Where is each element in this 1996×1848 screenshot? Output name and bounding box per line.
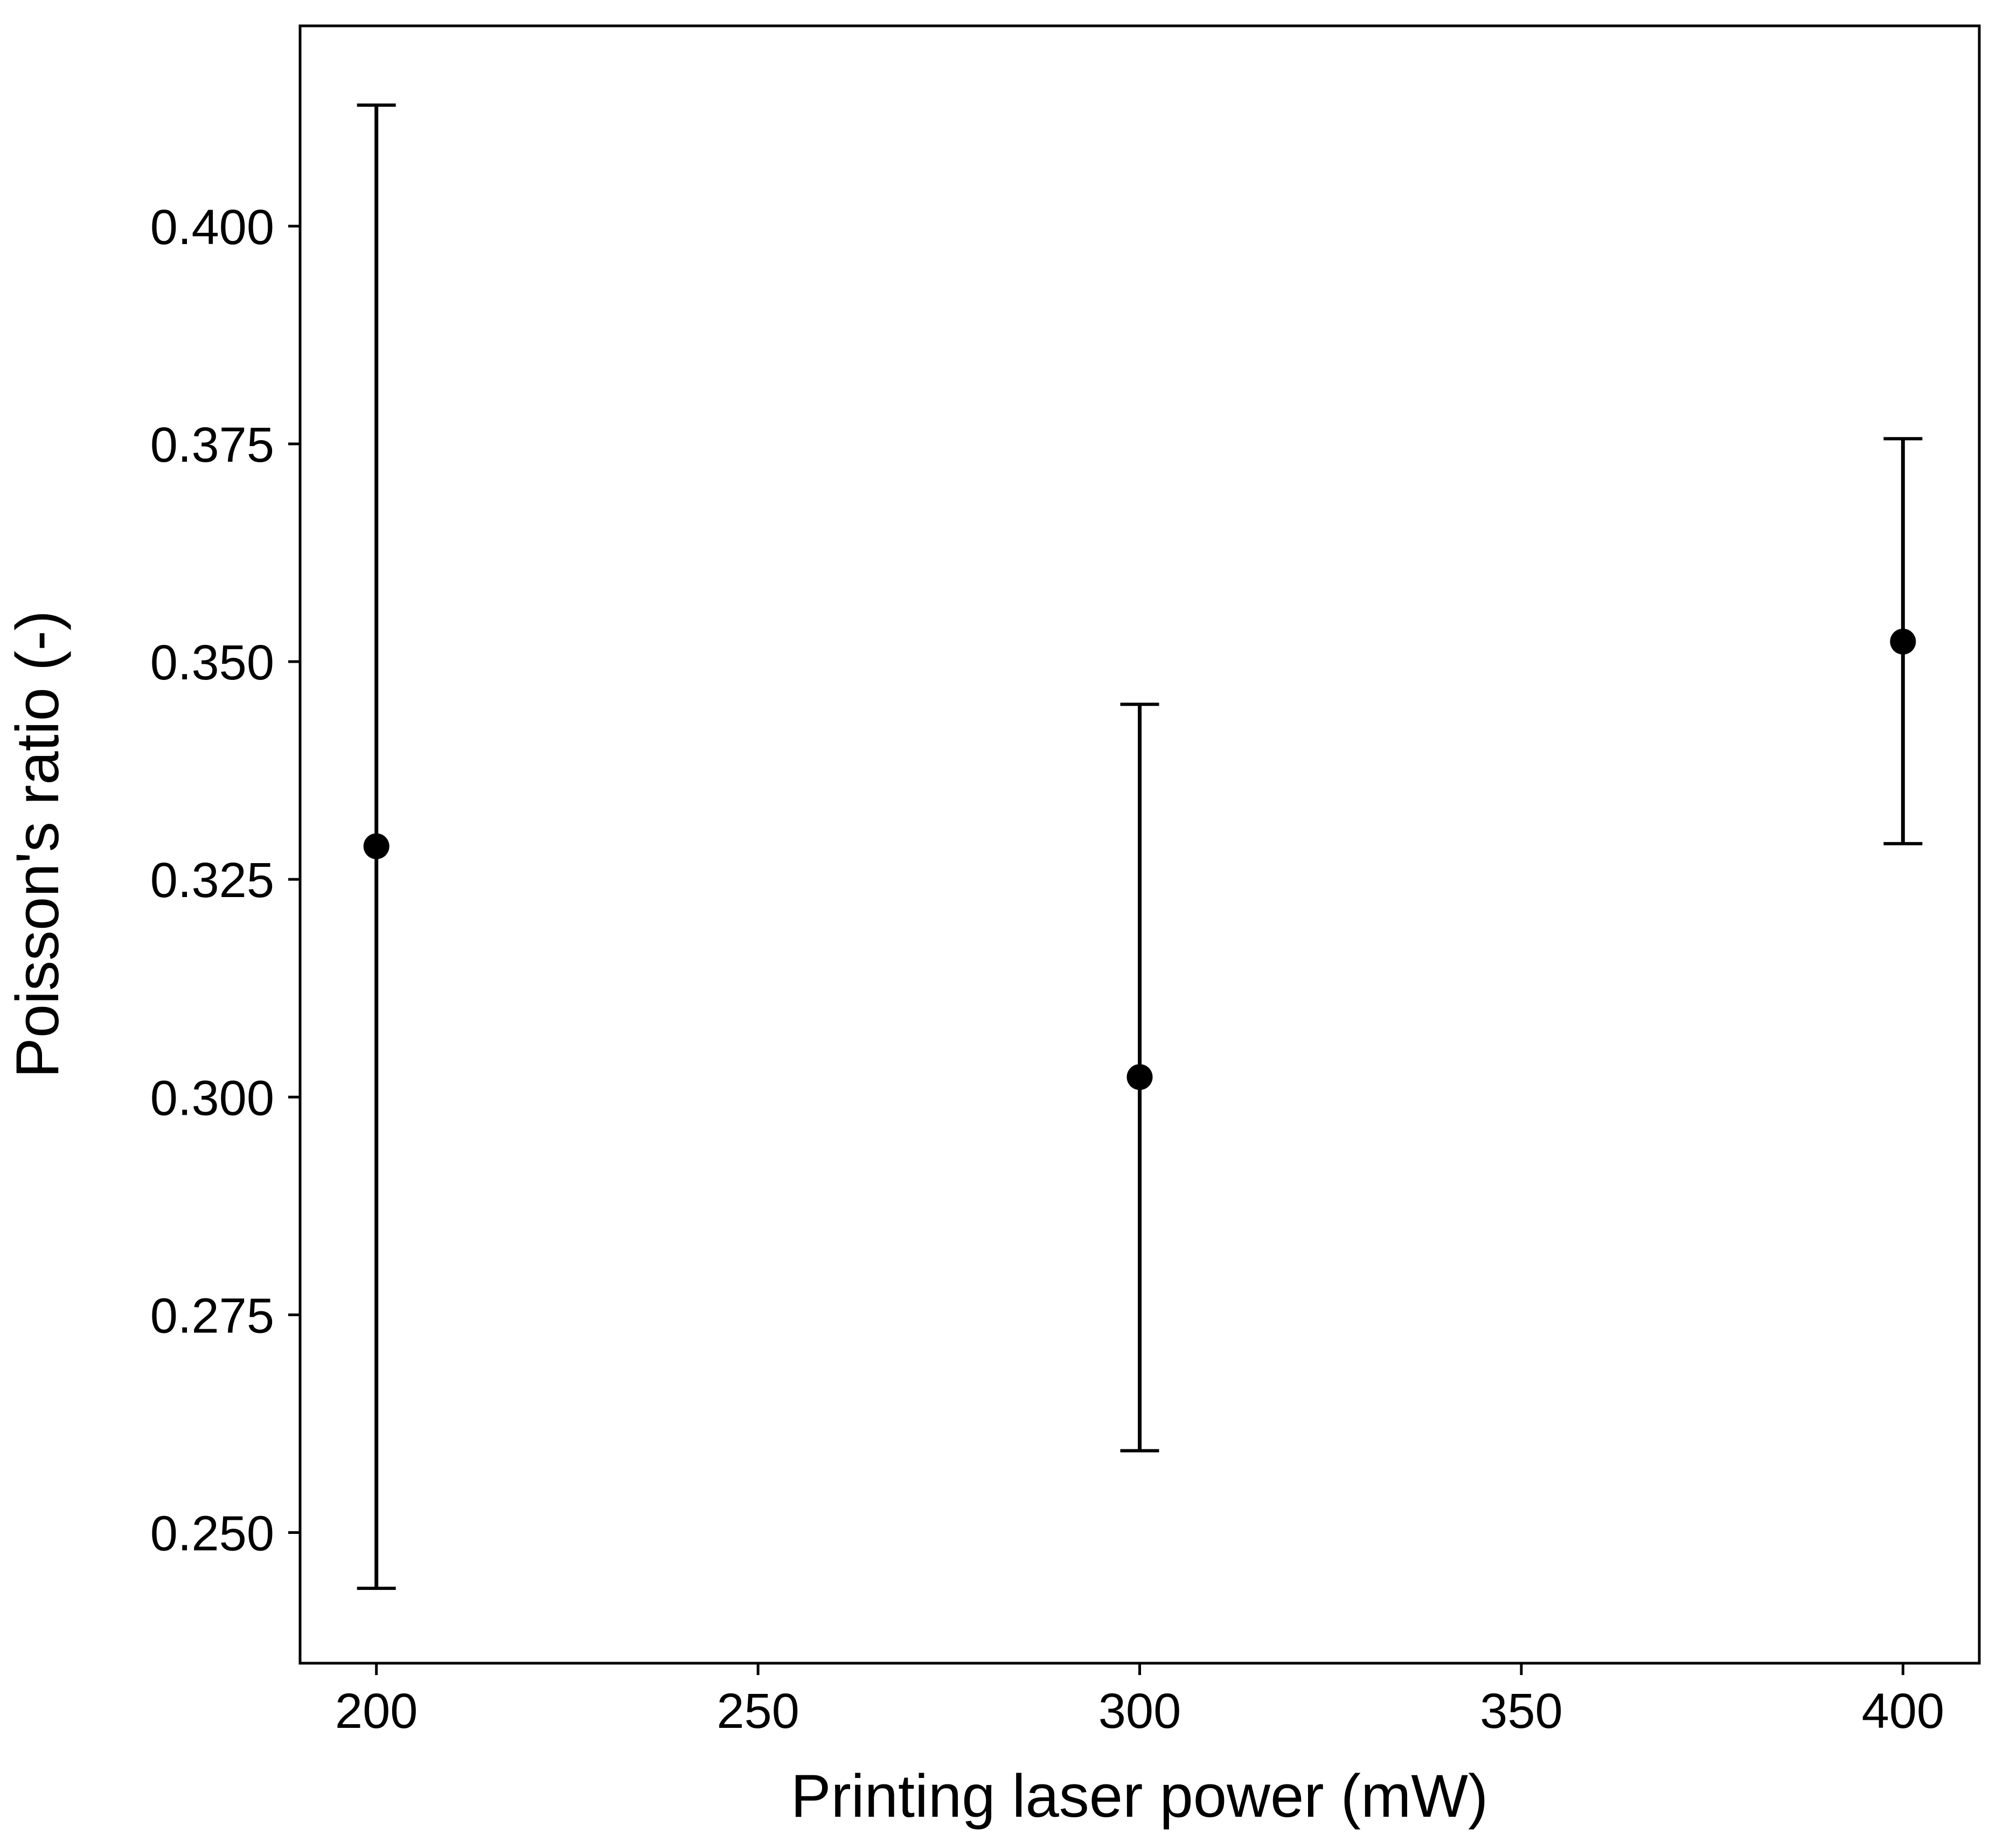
x-axis-title: Printing laser power (mW) (791, 1762, 1489, 1830)
x-axis-ticks: 200 250 300 350 400 (335, 1663, 1944, 1739)
y-tick-label: 0.350 (150, 635, 274, 690)
y-tick-label: 0.275 (150, 1288, 274, 1343)
x-tick-label: 300 (1098, 1684, 1181, 1739)
y-axis-ticks: 0.250 0.275 0.300 0.325 0.350 0.375 0.400 (150, 200, 300, 1561)
y-tick-label: 0.400 (150, 200, 274, 255)
x-tick-label: 400 (1862, 1684, 1945, 1739)
data-points (363, 628, 1916, 1090)
data-point (1126, 1064, 1153, 1090)
x-tick-label: 350 (1480, 1684, 1563, 1739)
y-axis-title: Poisson's ratio (-) (4, 610, 71, 1078)
x-tick-label: 250 (717, 1684, 799, 1739)
y-tick-label: 0.375 (150, 418, 274, 473)
y-tick-label: 0.325 (150, 853, 274, 908)
x-tick-label: 200 (335, 1684, 418, 1739)
y-tick-label: 0.250 (150, 1506, 274, 1561)
y-tick-label: 0.300 (150, 1071, 274, 1126)
data-point (1890, 628, 1916, 655)
data-point (363, 833, 390, 859)
